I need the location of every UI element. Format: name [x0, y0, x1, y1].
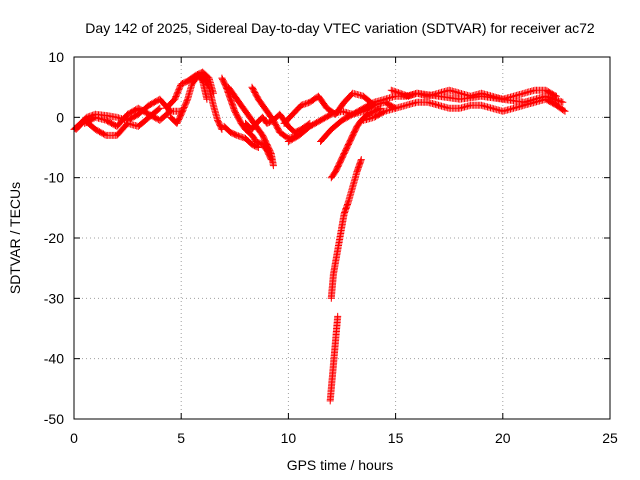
y-tick-label: -10 — [44, 170, 64, 186]
data-point-markers — [327, 156, 365, 302]
series-arc-8 — [224, 83, 277, 170]
data-point-markers — [387, 86, 560, 103]
x-axis-label: GPS time / hours — [287, 457, 394, 473]
series-arc-19 — [326, 312, 342, 405]
y-tick-label: 10 — [48, 49, 64, 65]
y-tick-label: -50 — [44, 411, 64, 427]
series-arc-3 — [81, 104, 185, 130]
series-arc-18 — [327, 156, 365, 302]
x-tick-label: 20 — [495, 430, 511, 446]
series-arc-17 — [327, 104, 385, 182]
x-tick-label: 25 — [602, 430, 618, 446]
y-tick-label: 0 — [56, 109, 64, 125]
x-tick-label: 15 — [388, 430, 404, 446]
axis-ticks: 0 5 10 15 20 25 10 0 -10 -20 -30 -40 -50 — [44, 49, 618, 446]
series-arc-16 — [387, 86, 560, 103]
chart-title: Day 142 of 2025, Sidereal Day-to-day VTE… — [85, 20, 595, 36]
data-points — [70, 68, 569, 405]
data-point-markers — [224, 83, 277, 170]
y-tick-label: -40 — [44, 351, 64, 367]
series-arc-5 — [167, 71, 211, 127]
x-tick-label: 0 — [70, 430, 78, 446]
data-point-markers — [81, 104, 185, 130]
data-point-markers — [167, 71, 211, 127]
y-tick-label: -30 — [44, 290, 64, 306]
series-arc-9 — [220, 122, 262, 151]
data-point-markers — [199, 71, 226, 133]
x-tick-label: 10 — [281, 430, 297, 446]
series-arc-6 — [199, 71, 226, 133]
data-point-markers — [326, 312, 342, 405]
data-point-markers — [327, 104, 385, 182]
data-point-markers — [220, 122, 262, 151]
x-tick-label: 5 — [177, 430, 185, 446]
y-axis-label: SDTVAR / TECUs — [7, 182, 23, 294]
y-tick-label: -20 — [44, 230, 64, 246]
